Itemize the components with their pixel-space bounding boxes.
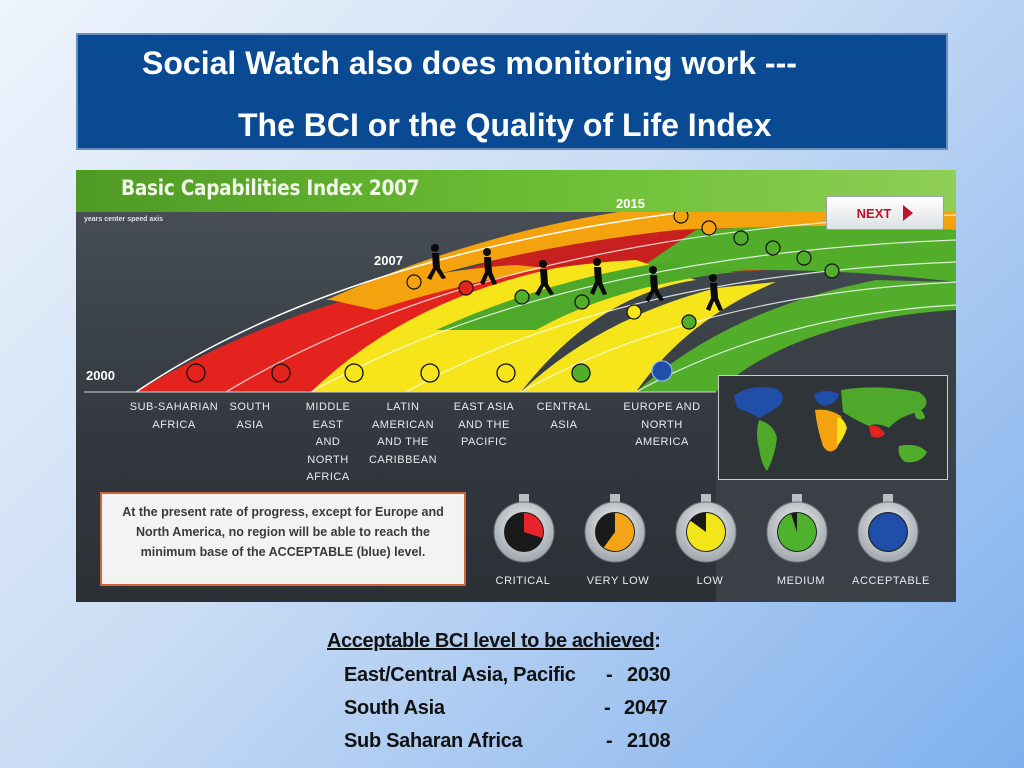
legend-label-medium: MEDIUM <box>776 575 826 587</box>
region-label-sub-saharan-africa: SUB-SAHARIAN AFRICA <box>129 401 219 431</box>
banner-title: Basic Capabilities Index 2007 <box>121 176 420 200</box>
target-row-sub-saharan-africa: Sub Saharan Africa <box>344 730 523 752</box>
banner: Basic Capabilities Index 2007 <box>76 170 956 212</box>
legend-label-low: LOW <box>696 575 724 587</box>
target-row-east-central-asia: East/Central Asia, Pacific <box>344 664 576 686</box>
progress-note: At the present rate of progress, except … <box>100 492 466 586</box>
stopwatch-acceptable-icon <box>857 494 919 563</box>
target-row-sub-saharan-africa-year: 2108 <box>627 730 671 752</box>
stopwatch-low-icon <box>675 494 737 563</box>
target-row-south-asia: South Asia <box>344 697 445 719</box>
target-row-south-asia-sep: - <box>604 697 611 719</box>
target-row-east-central-asia-sep: - <box>606 664 613 686</box>
target-row-east-central-asia-year: 2030 <box>627 664 671 686</box>
runner-silhouettes <box>427 244 723 311</box>
small-caption: years center speed axis <box>84 216 163 223</box>
stopwatch-medium-icon <box>766 494 828 563</box>
region-label-latin-america: LATIN AMERICAN AND THE CARIBBEAN <box>368 401 438 466</box>
year-2000-label: 2000 <box>86 368 115 383</box>
legend-label-very-low: VERY LOW <box>586 575 650 587</box>
region-label-east-asia-pacific: EAST ASIA AND THE PACIFIC <box>453 401 515 448</box>
legend-label-critical: CRITICAL <box>495 575 551 587</box>
play-arrow-icon <box>903 205 914 221</box>
target-row-sub-saharan-africa-sep: - <box>606 730 613 752</box>
region-label-middle-east: MIDDLE EAST AND NORTH AFRICA <box>305 401 351 483</box>
bci-target-heading: Acceptable BCI level to be achieved: <box>327 630 661 652</box>
slide-title-line1: Social Watch also does monitoring work -… <box>142 45 797 81</box>
region-label-europe-north-america: EUROPE AND NORTH AMERICA <box>623 401 701 448</box>
stopwatch-critical-icon <box>493 494 555 563</box>
marker-2000-row <box>186 360 673 383</box>
region-label-south-asia: SOUTH ASIA <box>229 401 271 431</box>
stopwatch-very-low-icon <box>584 494 646 563</box>
slide-title-line2: The BCI or the Quality of Life Index <box>238 107 772 143</box>
year-2007-label: 2007 <box>374 253 403 268</box>
legend-stopwatches <box>493 494 919 563</box>
track-band-red-lower <box>136 265 556 392</box>
bci-graphic: Basic Capabilities Index 2007 years cent… <box>76 170 956 602</box>
slide-title-box: Social Watch also does monitoring work -… <box>76 33 948 150</box>
next-button[interactable]: NEXT <box>826 196 944 230</box>
region-label-central-asia: CENTRAL ASIA <box>536 401 592 431</box>
track-band-green-right <box>596 226 956 298</box>
track-band-green-bottom <box>636 280 956 392</box>
target-row-south-asia-year: 2047 <box>624 697 668 719</box>
next-button-label: NEXT <box>856 205 892 221</box>
year-2015-label: 2015 <box>616 196 645 211</box>
world-map <box>718 375 948 480</box>
legend-label-acceptable: ACCEPTABLE <box>852 575 930 587</box>
